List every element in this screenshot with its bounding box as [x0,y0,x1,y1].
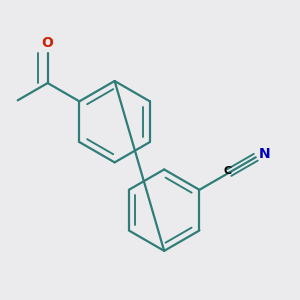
Text: N: N [259,147,270,161]
Text: C: C [224,166,232,176]
Text: O: O [42,36,54,50]
